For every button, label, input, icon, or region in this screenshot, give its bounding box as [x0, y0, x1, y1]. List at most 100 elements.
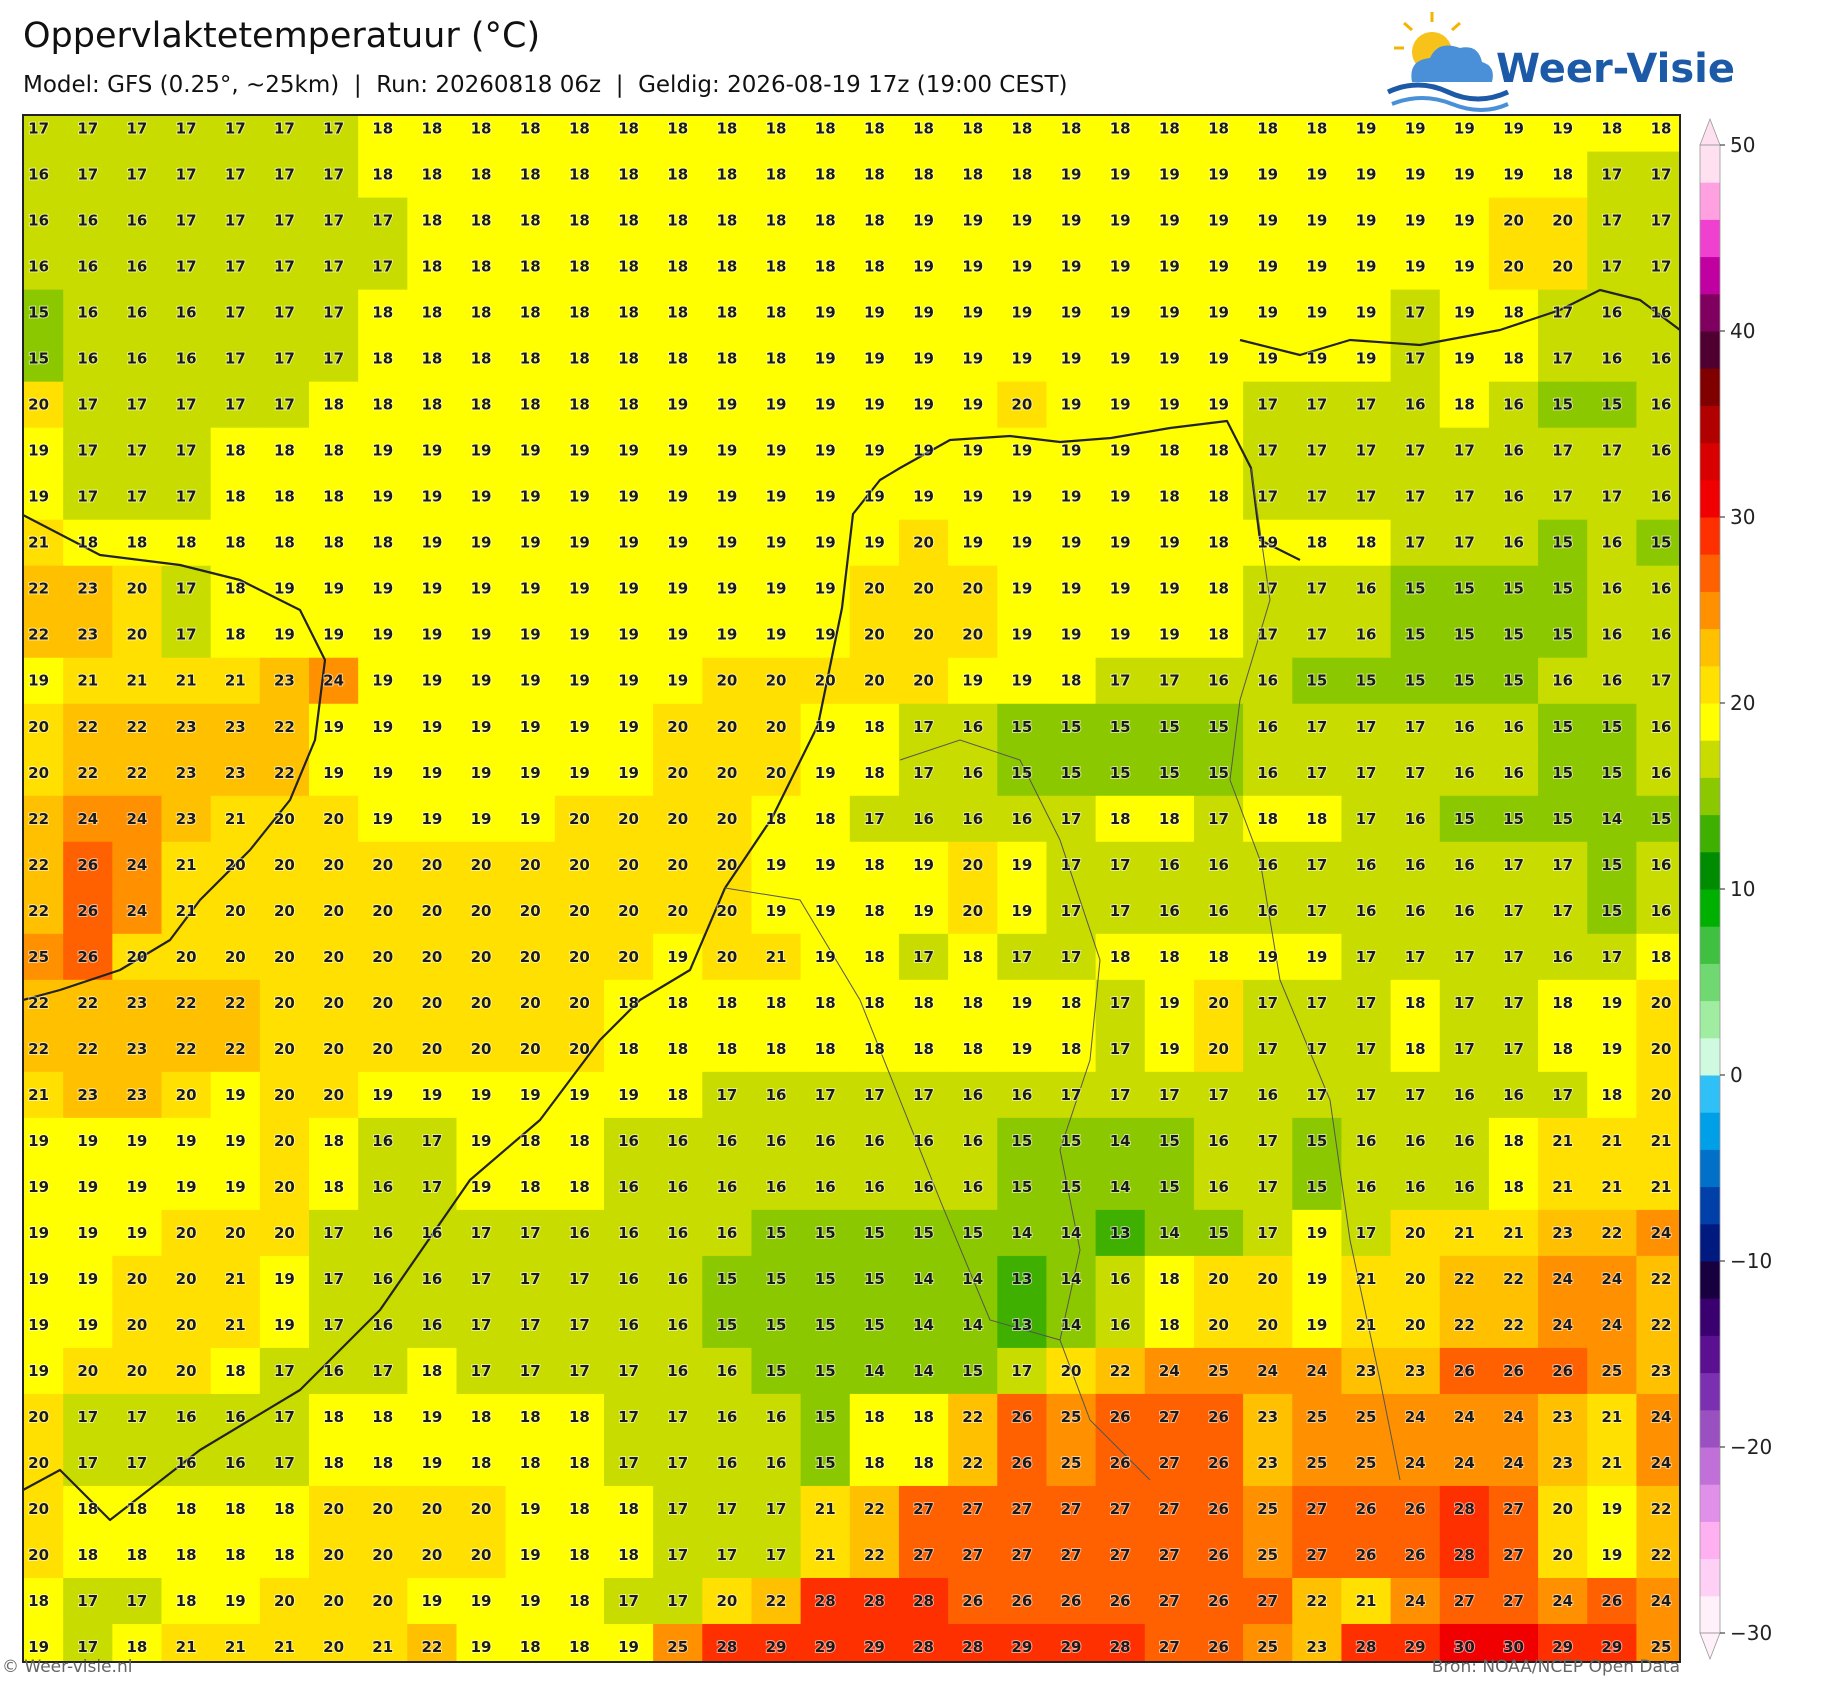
temperature-cell — [1095, 703, 1146, 751]
temperature-cell — [1095, 841, 1146, 889]
temperature-label: 20 — [323, 810, 344, 828]
temperature-cell — [653, 795, 703, 843]
temperature-label: 18 — [1306, 120, 1327, 138]
temperature-cell — [259, 933, 310, 981]
temperature-cell — [751, 197, 802, 245]
temperature-cell — [1341, 933, 1392, 981]
temperature-label: 20 — [520, 856, 541, 874]
temperature-label: 21 — [372, 1638, 393, 1656]
temperature-cell — [407, 749, 458, 797]
temperature-cell — [309, 1025, 359, 1073]
temperature-cell — [407, 611, 458, 659]
temperature-label: 17 — [274, 212, 295, 230]
temperature-cell — [456, 611, 507, 659]
temperature-label: 19 — [1306, 258, 1327, 276]
temperature-label: 19 — [962, 488, 983, 506]
temperature-label: 17 — [1454, 994, 1475, 1012]
temperature-cell — [1538, 1301, 1588, 1349]
temperature-label: 19 — [667, 626, 688, 644]
temperature-label: 21 — [225, 810, 246, 828]
temperature-label: 17 — [176, 166, 197, 184]
temperature-label: 14 — [1601, 810, 1622, 828]
temperature-cell — [1292, 1209, 1343, 1257]
temperature-label: 15 — [1552, 764, 1573, 782]
temperature-cell — [23, 151, 64, 199]
temperature-label: 15 — [1454, 626, 1475, 644]
temperature-cell — [505, 1163, 556, 1211]
colorbar-band — [1700, 405, 1720, 444]
temperature-label: 20 — [1651, 1086, 1672, 1104]
temperature-label: 26 — [1356, 1546, 1377, 1564]
temperature-label: 17 — [1405, 534, 1426, 552]
temperature-cell — [112, 335, 163, 383]
temperature-label: 17 — [225, 304, 246, 322]
temperature-label: 19 — [864, 350, 885, 368]
temperature-cell — [554, 703, 605, 751]
temperature-label: 21 — [1454, 1224, 1475, 1242]
temperature-cell — [1390, 115, 1441, 153]
colorbar-band — [1700, 442, 1720, 481]
temperature-label: 15 — [1405, 672, 1426, 690]
temperature-label: 21 — [176, 672, 197, 690]
temperature-cell — [898, 887, 949, 935]
temperature-cell — [161, 519, 212, 567]
temperature-cell — [112, 1163, 163, 1211]
temperature-label: 19 — [1306, 304, 1327, 322]
temperature-cell — [407, 1071, 458, 1119]
temperature-cell — [1144, 887, 1195, 935]
temperature-label: 18 — [77, 1500, 98, 1518]
temperature-label: 30 — [1503, 1638, 1524, 1656]
temperature-cell — [358, 519, 408, 567]
temperature-label: 16 — [1454, 1086, 1475, 1104]
temperature-label: 19 — [1061, 580, 1082, 598]
temperature-cell — [456, 115, 507, 153]
temperature-label: 19 — [962, 442, 983, 460]
temperature-label: 26 — [1110, 1408, 1131, 1426]
temperature-label: 27 — [1454, 1592, 1475, 1610]
temperature-cell — [1390, 473, 1441, 521]
temperature-label: 20 — [1405, 1224, 1426, 1242]
temperature-cell — [1144, 197, 1195, 245]
temperature-label: 15 — [1011, 1132, 1032, 1150]
temperature-cell — [309, 1163, 359, 1211]
temperature-label: 16 — [421, 1224, 442, 1242]
temperature-label: 28 — [1110, 1638, 1131, 1656]
temperature-label: 20 — [372, 902, 393, 920]
temperature-cell — [948, 197, 998, 245]
temperature-cell — [161, 473, 212, 521]
temperature-cell — [1144, 473, 1195, 521]
temperature-label: 18 — [1061, 994, 1082, 1012]
temperature-cell — [1046, 1393, 1097, 1441]
temperature-label: 16 — [716, 1362, 737, 1380]
colorbar-band — [1700, 517, 1720, 555]
temperature-label: 29 — [1601, 1638, 1622, 1656]
temperature-label: 18 — [372, 120, 393, 138]
temperature-label: 16 — [618, 1316, 639, 1334]
temperature-cell — [1243, 1117, 1293, 1165]
temperature-label: 20 — [225, 856, 246, 874]
temperature-label: 25 — [1306, 1454, 1327, 1472]
temperature-cell — [702, 841, 753, 889]
temperature-cell — [63, 1301, 113, 1349]
temperature-label: 20 — [323, 1086, 344, 1104]
temperature-label: 17 — [77, 1454, 98, 1472]
temperature-label: 16 — [1651, 350, 1672, 368]
temperature-label: 18 — [323, 442, 344, 460]
temperature-cell — [1341, 1025, 1392, 1073]
temperature-label: 19 — [421, 442, 442, 460]
temperature-cell — [948, 565, 998, 613]
temperature-label: 18 — [1011, 120, 1032, 138]
temperature-label: 18 — [1208, 120, 1229, 138]
temperature-label: 18 — [1503, 1132, 1524, 1150]
temperature-cell — [1193, 611, 1244, 659]
temperature-cell — [702, 1255, 753, 1303]
temperature-label: 18 — [176, 534, 197, 552]
temperature-label: 18 — [962, 120, 983, 138]
temperature-label: 13 — [1011, 1270, 1032, 1288]
colorbar-band — [1700, 1075, 1720, 1113]
temperature-label: 19 — [766, 902, 787, 920]
temperature-label: 17 — [1061, 948, 1082, 966]
temperature-cell — [358, 335, 408, 383]
temperature-label: 19 — [962, 672, 983, 690]
